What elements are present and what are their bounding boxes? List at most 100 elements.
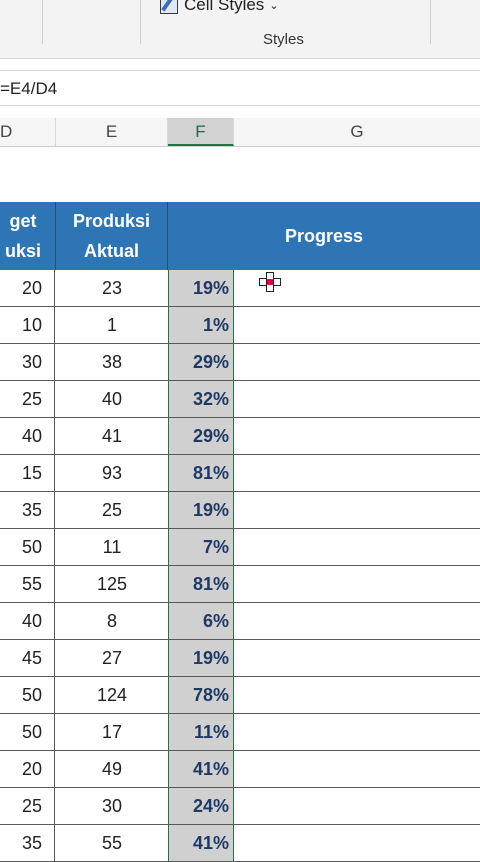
actual-cell[interactable]: 40 [101, 388, 123, 409]
actual-cell[interactable]: 93 [101, 462, 123, 483]
actual-cell[interactable]: 41 [101, 425, 123, 446]
actual-cell[interactable]: 38 [101, 351, 123, 372]
target-cell[interactable]: 45 [0, 640, 55, 676]
table-row: 35 25 19% [0, 492, 480, 529]
actual-cell[interactable]: 27 [101, 647, 123, 668]
actual-cell[interactable]: 125 [96, 573, 128, 594]
target-cell[interactable]: 20 [0, 751, 55, 787]
progress-bar-cell[interactable] [234, 566, 480, 602]
actual-cell[interactable]: 30 [101, 795, 123, 816]
progress-bar-cell[interactable] [234, 344, 480, 380]
target-cell[interactable]: 50 [0, 677, 55, 713]
progress-bar-cell[interactable] [234, 825, 480, 861]
actual-cell[interactable]: 25 [101, 499, 123, 520]
formula-bar[interactable]: =E4/D4 [0, 70, 480, 106]
table-row: 10 1 1% [0, 307, 480, 344]
progress-percent-cell[interactable]: 19% [168, 640, 234, 676]
table-row: 20 23 19% [0, 270, 480, 307]
progress-bar-cell[interactable] [234, 307, 480, 343]
progress-percent-cell[interactable]: 11% [168, 714, 234, 750]
ribbon: Cell Styles ⌄ Styles [0, 0, 480, 59]
progress-percent-cell[interactable]: 32% [168, 381, 234, 417]
progress-bar-cell[interactable] [234, 640, 480, 676]
column-header-d[interactable]: D [0, 118, 56, 146]
actual-cell[interactable]: 49 [101, 758, 123, 779]
progress-percent-cell[interactable]: 7% [168, 529, 234, 565]
progress-percent-cell[interactable]: 29% [168, 344, 234, 380]
progress-bar-cell[interactable] [234, 492, 480, 528]
target-cell[interactable]: 25 [0, 381, 55, 417]
table-row: 50 11 7% [0, 529, 480, 566]
styles-group-label: Styles [263, 31, 304, 48]
actual-cell[interactable]: 23 [101, 277, 123, 298]
ribbon-separator [430, 0, 431, 44]
actual-cell[interactable]: 55 [101, 832, 123, 853]
progress-bar-cell[interactable] [234, 677, 480, 713]
table-row: 45 27 19% [0, 640, 480, 677]
table-header-row: get uksi Produksi Aktual Progress [0, 202, 480, 270]
target-cell[interactable]: 35 [0, 825, 55, 861]
table-row: 25 40 32% [0, 381, 480, 418]
column-header-e[interactable]: E [56, 118, 168, 146]
progress-bar-cell[interactable] [234, 455, 480, 491]
target-cell[interactable]: 55 [0, 566, 55, 602]
table-row: 20 49 41% [0, 751, 480, 788]
actual-cell[interactable]: 1 [106, 314, 117, 335]
progress-percent-cell[interactable]: 78% [168, 677, 234, 713]
target-cell[interactable]: 50 [0, 529, 55, 565]
target-cell[interactable]: 15 [0, 455, 55, 491]
progress-percent-cell[interactable]: 41% [168, 751, 234, 787]
progress-bar-cell[interactable] [234, 714, 480, 750]
progress-bar-cell[interactable] [234, 529, 480, 565]
progress-percent-cell[interactable]: 6% [168, 603, 234, 639]
ribbon-separator [42, 0, 43, 44]
chevron-down-icon: ⌄ [269, 0, 279, 12]
actual-cell[interactable]: 17 [101, 721, 123, 742]
table-row: 50 17 11% [0, 714, 480, 751]
column-header-g[interactable]: G [350, 122, 364, 141]
actual-cell[interactable]: 11 [102, 536, 122, 557]
table-row: 40 41 29% [0, 418, 480, 455]
target-cell[interactable]: 30 [0, 344, 55, 380]
progress-percent-cell[interactable]: 19% [168, 270, 234, 306]
progress-bar-cell[interactable] [234, 788, 480, 824]
progress-percent-cell[interactable]: 24% [168, 788, 234, 824]
cell-styles-label: Cell Styles [184, 0, 265, 14]
header-progress[interactable]: Progress [284, 226, 364, 246]
progress-percent-cell[interactable]: 19% [168, 492, 234, 528]
header-produksi-aktual[interactable]: Produksi Aktual [56, 202, 168, 270]
table-row: 25 30 24% [0, 788, 480, 825]
formula-input[interactable]: =E4/D4 [0, 79, 58, 98]
actual-cell[interactable]: 124 [96, 684, 128, 705]
ribbon-separator [140, 0, 141, 44]
progress-bar-cell[interactable] [234, 751, 480, 787]
target-cell[interactable]: 20 [0, 270, 55, 306]
target-cell[interactable]: 40 [0, 418, 55, 454]
cell-styles-button[interactable]: Cell Styles ⌄ [160, 0, 279, 16]
progress-percent-cell[interactable]: 41% [168, 825, 234, 861]
progress-percent-cell[interactable]: 1% [168, 307, 234, 343]
progress-percent-cell[interactable]: 81% [168, 455, 234, 491]
table-row: 50 124 78% [0, 677, 480, 714]
table-row: 35 55 41% [0, 825, 480, 862]
progress-bar-cell[interactable] [234, 381, 480, 417]
cell-cursor-icon [259, 272, 281, 292]
target-cell[interactable]: 35 [0, 492, 55, 528]
progress-percent-cell[interactable]: 29% [168, 418, 234, 454]
target-cell[interactable]: 25 [0, 788, 55, 824]
progress-bar-cell[interactable] [234, 418, 480, 454]
cell-styles-icon [160, 0, 180, 14]
progress-bar-cell[interactable] [234, 603, 480, 639]
column-header-f[interactable]: F [168, 118, 234, 146]
column-header-bar: D E F G [0, 118, 480, 147]
target-cell[interactable]: 10 [0, 307, 55, 343]
table-row: 40 8 6% [0, 603, 480, 640]
target-cell[interactable]: 40 [0, 603, 55, 639]
table-row: 30 38 29% [0, 344, 480, 381]
progress-percent-cell[interactable]: 81% [168, 566, 234, 602]
target-cell[interactable]: 50 [0, 714, 55, 750]
actual-cell[interactable]: 8 [106, 610, 117, 631]
table-row: 55 125 81% [0, 566, 480, 603]
table-row: 15 93 81% [0, 455, 480, 492]
header-target-produksi[interactable]: get uksi [0, 202, 56, 270]
